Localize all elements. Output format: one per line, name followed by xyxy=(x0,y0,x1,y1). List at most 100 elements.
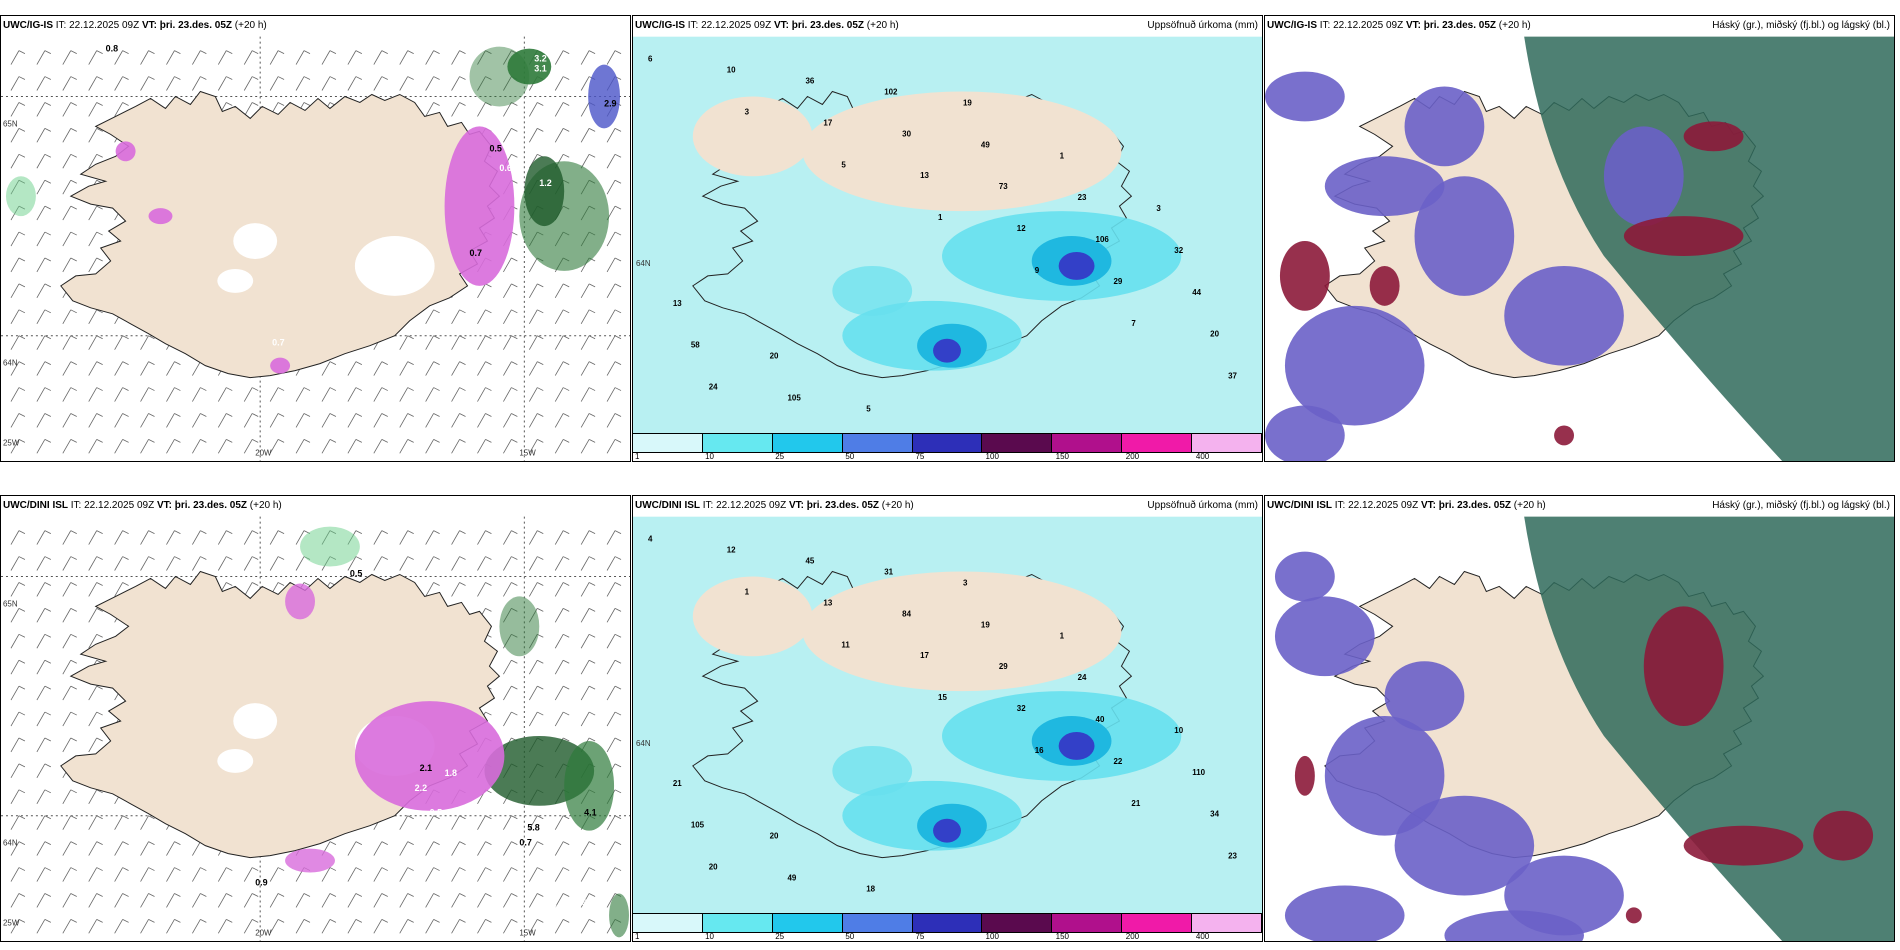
wind-barb xyxy=(192,530,207,545)
wind-barb xyxy=(528,283,544,299)
wind-barb xyxy=(192,76,207,91)
wind-barb xyxy=(140,893,155,908)
wind-barb xyxy=(10,582,26,597)
precip-value: 6 xyxy=(648,55,653,64)
wind-barb xyxy=(62,102,77,117)
wind-barb xyxy=(36,153,52,169)
wind-barb xyxy=(243,893,259,908)
legend-label: 10 xyxy=(705,932,715,941)
wind-barb xyxy=(503,530,518,545)
legend-swatch xyxy=(982,914,1053,932)
wind-barb xyxy=(606,179,622,195)
wind-barb xyxy=(10,439,26,454)
wind-barb xyxy=(269,439,285,454)
wind-barb xyxy=(88,737,103,753)
wind-value: 0.5 xyxy=(350,568,362,578)
wind-barb xyxy=(451,530,466,545)
mid-cloud-area xyxy=(1504,855,1624,936)
wind-barb xyxy=(477,413,492,428)
low-cloud-area xyxy=(1369,265,1400,306)
wind-barb xyxy=(321,361,337,376)
cloud-map xyxy=(1265,516,1894,941)
wind-barb xyxy=(477,387,492,402)
wind-barb xyxy=(36,309,52,324)
wind-barb xyxy=(554,711,570,727)
precip-value: 24 xyxy=(1078,673,1087,682)
mid-cloud-area xyxy=(1284,885,1405,941)
wind-barb xyxy=(580,608,596,623)
wind-barb xyxy=(114,439,129,454)
wind-barb xyxy=(425,335,440,350)
wind-barb xyxy=(425,582,440,597)
wind-barb xyxy=(347,919,363,934)
precip-value: 12 xyxy=(1017,224,1026,233)
wind-barb xyxy=(477,102,492,117)
wind-barb xyxy=(528,893,544,908)
wind-barb xyxy=(192,893,207,908)
legend-label: 400 xyxy=(1195,932,1210,941)
valid-time-label: VT: xyxy=(773,20,789,31)
wind-barb xyxy=(36,335,52,350)
wind-barb xyxy=(114,50,129,65)
wind-barb xyxy=(606,841,622,856)
wind-value: 0.7 xyxy=(470,248,482,258)
precip-value: 9 xyxy=(1035,266,1040,275)
precip-map: 64N6351973710171312292024363073106445810… xyxy=(633,36,1262,461)
wind-barb xyxy=(295,919,311,934)
wind-barb xyxy=(140,556,155,571)
precip-value: 16 xyxy=(1035,746,1044,755)
wind-barb xyxy=(451,102,466,117)
axis-label: 64N xyxy=(636,739,651,748)
wind-barb xyxy=(166,439,181,454)
valid-time: þri. 23.des. 05Z xyxy=(806,500,880,511)
precip-value: 32 xyxy=(1017,704,1026,713)
wind-barb xyxy=(295,76,311,91)
wind-barb xyxy=(347,893,363,908)
wind-barb xyxy=(243,50,259,65)
wind-barb xyxy=(528,439,544,454)
precip-legend: 1 10 25 50 75 100 150 200 400 xyxy=(633,433,1262,461)
wind-barb xyxy=(62,387,77,402)
wind-barb xyxy=(10,608,26,623)
wind-value: 2.9 xyxy=(604,98,616,108)
model-name: UWC/DINI ISL xyxy=(635,500,700,511)
wind-barb xyxy=(554,582,570,597)
high-cloud-area xyxy=(1524,516,1894,941)
wind-barb xyxy=(295,413,311,428)
wind-barb xyxy=(606,737,622,753)
wind-barb xyxy=(347,361,363,376)
wind-barb xyxy=(114,815,129,830)
wind-barb xyxy=(503,582,518,597)
wind-barb xyxy=(36,257,52,273)
wind-barb xyxy=(451,893,466,908)
init-time: IT: 22.12.2025 09Z xyxy=(1319,20,1404,31)
wind-barb xyxy=(140,439,155,454)
legend-label: 25 xyxy=(775,932,785,941)
wind-value: 0.6 xyxy=(574,897,586,907)
wind-barb xyxy=(477,50,492,65)
legend-swatch xyxy=(1192,434,1262,452)
legend-swatch xyxy=(982,434,1053,452)
mid-cloud-area xyxy=(1404,86,1485,167)
wind-barb xyxy=(36,737,52,753)
precip-value: 58 xyxy=(691,341,700,350)
wind-barb xyxy=(554,309,570,324)
low-cloud-area xyxy=(1294,755,1315,796)
precip-value: 5 xyxy=(866,404,871,413)
wind-value: 0.8 xyxy=(16,273,28,283)
precip-value: 105 xyxy=(691,821,705,830)
wind-barb xyxy=(606,128,622,143)
wind-barb xyxy=(425,439,440,454)
wind-barb xyxy=(10,335,26,350)
wind-barb xyxy=(62,867,77,882)
wind-barb xyxy=(528,530,544,545)
wind-barb xyxy=(580,153,596,169)
wind-barb xyxy=(606,257,622,273)
wind-barb xyxy=(347,76,363,91)
wind-barb xyxy=(451,556,466,571)
wind-barb xyxy=(10,893,26,908)
lead-time: (+20 h) xyxy=(1498,20,1531,31)
precip-value: 1 xyxy=(1060,631,1065,640)
wind-barb xyxy=(192,919,207,934)
wind-barb xyxy=(373,387,388,402)
